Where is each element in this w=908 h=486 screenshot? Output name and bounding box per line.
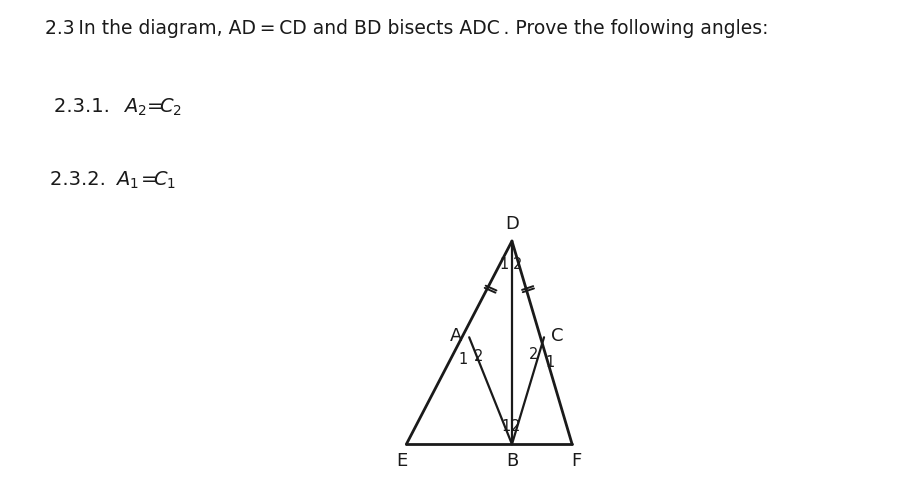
Text: $C_2$: $C_2$	[159, 97, 182, 119]
Text: 1: 1	[499, 257, 508, 272]
Text: 2.3.2.: 2.3.2.	[50, 170, 112, 189]
Text: 2.3 In the diagram, AD = CD and BD bisects ADC . Prove the following angles:: 2.3 In the diagram, AD = CD and BD bisec…	[45, 19, 769, 38]
Text: B: B	[506, 452, 518, 470]
Text: 2: 2	[474, 349, 483, 364]
Text: F: F	[571, 452, 581, 470]
Text: C: C	[551, 327, 563, 345]
Text: 2: 2	[511, 419, 520, 434]
Text: D: D	[505, 215, 518, 233]
Text: A: A	[450, 327, 462, 345]
Text: 1: 1	[459, 352, 468, 367]
Text: 2.3.1.: 2.3.1.	[54, 97, 116, 116]
Text: =: =	[141, 170, 163, 189]
Text: $A_2$=: $A_2$=	[123, 97, 163, 119]
Text: E: E	[397, 452, 408, 470]
Text: $A_1$: $A_1$	[115, 170, 139, 191]
Text: $C_1$: $C_1$	[153, 170, 175, 191]
Text: 1: 1	[501, 419, 510, 434]
Text: 2: 2	[513, 257, 522, 272]
Text: 1: 1	[546, 355, 555, 370]
Text: 2: 2	[528, 347, 538, 362]
